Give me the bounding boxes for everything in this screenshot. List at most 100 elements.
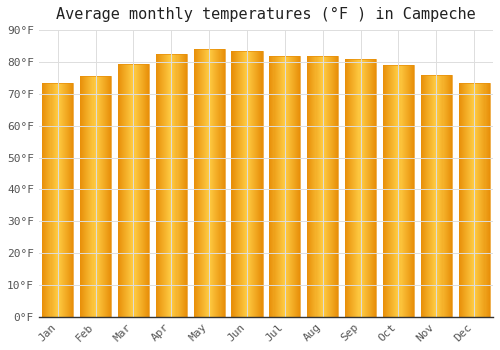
Bar bbox=[318, 56, 320, 317]
Bar bbox=[307, 56, 308, 317]
Bar bbox=[312, 56, 314, 317]
Bar bbox=[202, 49, 203, 317]
Bar bbox=[62, 83, 63, 317]
Bar bbox=[396, 65, 398, 317]
Bar bbox=[214, 49, 216, 317]
Bar bbox=[142, 63, 143, 317]
Bar bbox=[389, 65, 390, 317]
Bar bbox=[242, 51, 243, 317]
Bar bbox=[46, 83, 48, 317]
Bar bbox=[432, 75, 433, 317]
Bar bbox=[140, 63, 142, 317]
Bar bbox=[250, 51, 251, 317]
Bar bbox=[480, 83, 482, 317]
Bar bbox=[147, 63, 148, 317]
Bar bbox=[43, 83, 44, 317]
Bar bbox=[218, 49, 220, 317]
Bar bbox=[434, 75, 436, 317]
Bar bbox=[433, 75, 434, 317]
Bar bbox=[169, 54, 170, 317]
Bar bbox=[125, 63, 126, 317]
Bar bbox=[331, 56, 332, 317]
Bar bbox=[232, 51, 234, 317]
Bar bbox=[475, 83, 476, 317]
Bar bbox=[60, 83, 61, 317]
Bar bbox=[411, 65, 412, 317]
Bar bbox=[325, 56, 326, 317]
Bar bbox=[290, 56, 291, 317]
Bar bbox=[58, 83, 59, 317]
Bar bbox=[128, 63, 130, 317]
Bar bbox=[159, 54, 160, 317]
Bar bbox=[203, 49, 204, 317]
Bar bbox=[348, 59, 350, 317]
Bar bbox=[477, 83, 478, 317]
Bar bbox=[98, 76, 99, 317]
Bar bbox=[450, 75, 451, 317]
Bar bbox=[196, 49, 198, 317]
Bar bbox=[478, 83, 480, 317]
Bar bbox=[103, 76, 104, 317]
Bar bbox=[360, 59, 362, 317]
Bar bbox=[466, 83, 467, 317]
Bar bbox=[346, 59, 347, 317]
Bar bbox=[207, 49, 208, 317]
Bar bbox=[92, 76, 94, 317]
Bar bbox=[352, 59, 354, 317]
Bar bbox=[204, 49, 205, 317]
Bar bbox=[200, 49, 201, 317]
Bar bbox=[209, 49, 210, 317]
Bar bbox=[69, 83, 70, 317]
Bar bbox=[333, 56, 334, 317]
Bar bbox=[143, 63, 144, 317]
Bar bbox=[385, 65, 386, 317]
Bar bbox=[270, 56, 272, 317]
Bar bbox=[44, 83, 46, 317]
Bar bbox=[102, 76, 103, 317]
Bar bbox=[316, 56, 318, 317]
Bar bbox=[260, 51, 262, 317]
Bar bbox=[328, 56, 329, 317]
Bar bbox=[96, 76, 98, 317]
Bar bbox=[371, 59, 372, 317]
Bar bbox=[216, 49, 218, 317]
Bar bbox=[298, 56, 300, 317]
Bar bbox=[364, 59, 365, 317]
Bar bbox=[136, 63, 138, 317]
Bar bbox=[274, 56, 276, 317]
Bar bbox=[280, 56, 281, 317]
Bar bbox=[314, 56, 316, 317]
Bar bbox=[251, 51, 252, 317]
Bar bbox=[105, 76, 106, 317]
Bar bbox=[104, 76, 105, 317]
Bar bbox=[72, 83, 74, 317]
Bar bbox=[388, 65, 389, 317]
Bar bbox=[66, 83, 67, 317]
Bar bbox=[254, 51, 256, 317]
Bar bbox=[123, 63, 124, 317]
Bar bbox=[400, 65, 402, 317]
Bar bbox=[124, 63, 125, 317]
Bar bbox=[82, 76, 83, 317]
Bar bbox=[206, 49, 207, 317]
Bar bbox=[144, 63, 145, 317]
Bar bbox=[390, 65, 392, 317]
Bar bbox=[122, 63, 123, 317]
Bar bbox=[448, 75, 450, 317]
Bar bbox=[462, 83, 464, 317]
Bar bbox=[244, 51, 245, 317]
Bar bbox=[291, 56, 292, 317]
Bar bbox=[134, 63, 136, 317]
Bar bbox=[234, 51, 236, 317]
Bar bbox=[286, 56, 287, 317]
Bar bbox=[236, 51, 238, 317]
Bar bbox=[486, 83, 488, 317]
Bar bbox=[158, 54, 159, 317]
Bar bbox=[406, 65, 408, 317]
Bar bbox=[435, 75, 436, 317]
Bar bbox=[127, 63, 128, 317]
Bar bbox=[406, 65, 407, 317]
Bar bbox=[409, 65, 410, 317]
Title: Average monthly temperatures (°F ) in Campeche: Average monthly temperatures (°F ) in Ca… bbox=[56, 7, 476, 22]
Bar bbox=[425, 75, 426, 317]
